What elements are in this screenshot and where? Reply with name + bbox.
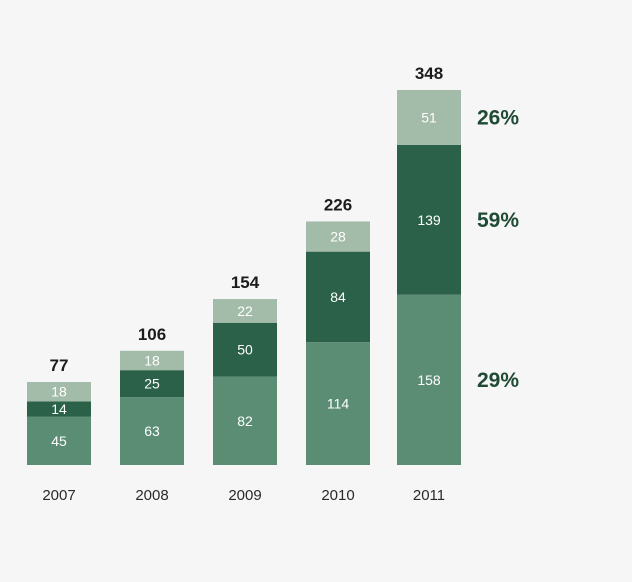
bar-segment: [213, 376, 277, 465]
share-annotation: 26%: [477, 106, 519, 129]
bar-segment: [27, 416, 91, 465]
data-label: 63: [144, 423, 160, 439]
bar-segment: [306, 342, 370, 465]
data-label: 18: [144, 352, 160, 368]
data-label: 158: [417, 372, 441, 388]
data-label: 114: [327, 396, 350, 412]
bar-segment: [120, 370, 184, 398]
total-label: 154: [231, 273, 260, 292]
bar-segment: [306, 251, 370, 343]
x-tick-label: 2010: [321, 487, 354, 504]
x-tick-label: 2009: [228, 487, 261, 504]
x-tick-label: 2008: [135, 487, 168, 504]
data-label: 28: [330, 229, 346, 245]
x-tick-label: 2011: [413, 487, 445, 504]
data-label: 45: [51, 433, 67, 449]
x-tick-label: 2007: [42, 487, 75, 504]
bar-segment: [397, 294, 461, 465]
data-label: 18: [51, 384, 67, 400]
bar-segment: [27, 401, 91, 417]
total-label: 226: [324, 195, 352, 214]
total-label: 348: [415, 64, 443, 83]
data-label: 25: [144, 376, 160, 392]
total-label: 106: [138, 325, 166, 344]
bar-segment: [120, 397, 184, 465]
data-label: 51: [421, 109, 437, 125]
bar-segment: [306, 221, 370, 252]
share-annotation: 59%: [477, 209, 519, 232]
data-label: 84: [330, 289, 346, 305]
bar-segment: [397, 90, 461, 145]
bar-segment: [120, 350, 184, 371]
share-annotation: 29%: [477, 369, 519, 392]
bar-segment: [213, 299, 277, 323]
data-label: 139: [417, 212, 441, 228]
bar-segment: [397, 144, 461, 295]
total-label: 77: [50, 356, 69, 375]
bar-segment: [213, 322, 277, 377]
data-label: 50: [237, 342, 253, 358]
bar-segment: [27, 382, 91, 402]
data-label: 82: [237, 413, 253, 429]
data-label: 22: [237, 303, 253, 319]
data-label: 14: [51, 401, 67, 417]
